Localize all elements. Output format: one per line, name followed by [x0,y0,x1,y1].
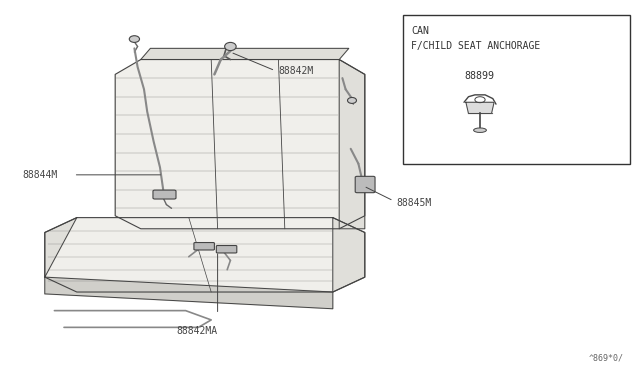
Polygon shape [466,102,494,113]
Text: F/CHILD SEAT ANCHORAGE: F/CHILD SEAT ANCHORAGE [411,41,540,51]
FancyBboxPatch shape [216,246,237,253]
Ellipse shape [475,97,485,103]
Text: 88842M: 88842M [278,66,314,76]
Polygon shape [333,218,365,292]
Bar [403,15,630,164]
FancyBboxPatch shape [355,176,375,193]
Polygon shape [45,218,365,292]
Text: ^869*0/: ^869*0/ [589,354,624,363]
FancyBboxPatch shape [194,243,214,250]
Text: 88842MA: 88842MA [176,326,217,336]
Text: 88844M: 88844M [22,170,58,180]
Polygon shape [141,48,349,60]
Polygon shape [115,60,365,229]
Ellipse shape [474,128,486,132]
Ellipse shape [129,36,140,42]
Ellipse shape [348,97,356,103]
Polygon shape [45,277,333,309]
Text: CAN: CAN [411,26,429,36]
Polygon shape [339,60,365,229]
Text: 88899: 88899 [464,71,494,81]
FancyBboxPatch shape [153,190,176,199]
Ellipse shape [225,42,236,51]
Polygon shape [45,218,77,277]
Text: 88845M: 88845M [397,198,432,208]
